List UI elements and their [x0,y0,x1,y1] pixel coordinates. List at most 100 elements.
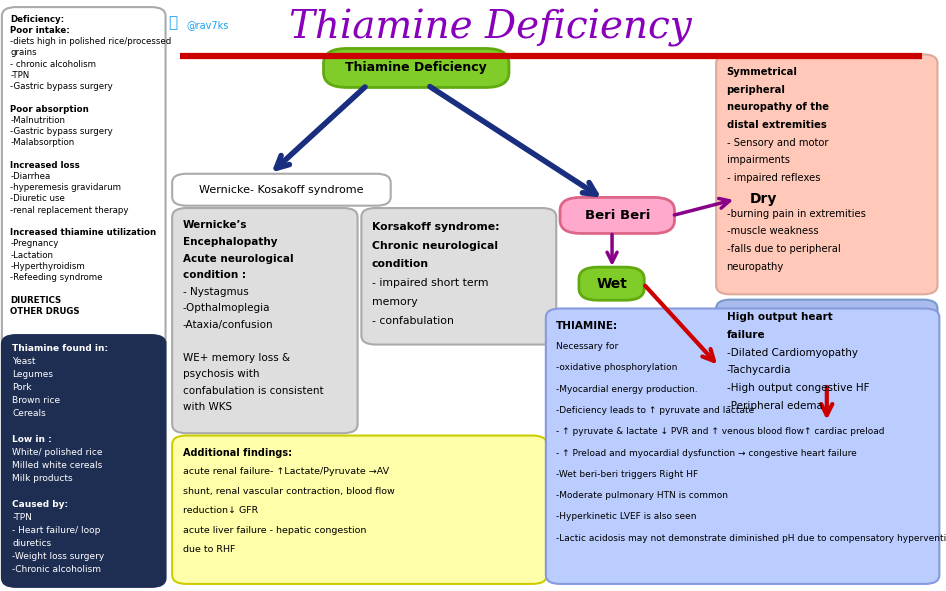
Text: -Ataxia/confusion: -Ataxia/confusion [183,320,273,330]
Text: -oxidative phosphorylation: -oxidative phosphorylation [556,363,677,372]
Text: Low in :: Low in : [12,435,52,444]
Text: acute liver failure - hepatic congestion: acute liver failure - hepatic congestion [183,526,366,535]
Text: White/ polished rice: White/ polished rice [12,448,103,457]
Text: -Lactation: -Lactation [10,251,53,259]
FancyBboxPatch shape [361,208,556,345]
Text: confabulation is consistent: confabulation is consistent [183,386,324,396]
Text: -diets high in polished rice/processed: -diets high in polished rice/processed [10,37,171,46]
Text: -Diarrhea: -Diarrhea [10,172,51,181]
Text: - impaired short term: - impaired short term [372,278,488,288]
Text: Thiamine Deficiency: Thiamine Deficiency [345,61,487,74]
Text: -Hyperthyroidism: -Hyperthyroidism [10,262,85,271]
FancyBboxPatch shape [172,436,547,584]
Text: -Tachycardia: -Tachycardia [727,365,791,375]
Text: -Wet beri-beri triggers Right HF: -Wet beri-beri triggers Right HF [556,470,698,479]
Text: Cereals: Cereals [12,409,46,418]
FancyBboxPatch shape [2,7,166,350]
Text: acute renal failure- ↑Lactate/Pyruvate →AV: acute renal failure- ↑Lactate/Pyruvate →… [183,467,389,476]
Text: -TPN: -TPN [12,513,32,522]
Text: @rav7ks: @rav7ks [186,20,229,30]
Text: -Hyperkinetic LVEF is also seen: -Hyperkinetic LVEF is also seen [556,512,697,521]
Text: Chronic neurological: Chronic neurological [372,241,498,251]
Text: memory: memory [372,297,417,307]
Text: Symmetrical: Symmetrical [727,67,797,77]
FancyBboxPatch shape [579,267,644,300]
Text: -Malnutrition: -Malnutrition [10,116,65,125]
Text: neuropathy: neuropathy [727,262,784,272]
Text: -Moderate pulmonary HTN is common: -Moderate pulmonary HTN is common [556,491,728,500]
Text: Thiamine Deficiency: Thiamine Deficiency [289,9,692,47]
Text: shunt, renal vascular contraction, blood flow: shunt, renal vascular contraction, blood… [183,487,394,496]
Text: Korsakoff syndrome:: Korsakoff syndrome: [372,222,499,232]
Text: neuropathy of the: neuropathy of the [727,102,829,112]
Text: DIURETICS: DIURETICS [10,296,61,304]
Text: -Chronic alcoholism: -Chronic alcoholism [12,565,101,574]
Text: -muscle weakness: -muscle weakness [727,226,818,236]
Text: psychosis with: psychosis with [183,369,259,379]
FancyBboxPatch shape [716,300,937,424]
Text: - impaired reflexes: - impaired reflexes [727,173,820,183]
Text: - ↑ Preload and myocardial dysfunction → congestive heart failure: - ↑ Preload and myocardial dysfunction →… [556,449,857,457]
Text: Milled white cereals: Milled white cereals [12,461,102,470]
Text: impairments: impairments [727,155,790,165]
Text: -Deficiency leads to ↑ pyruvate and lactate: -Deficiency leads to ↑ pyruvate and lact… [556,406,755,415]
Text: -hyperemesis gravidarum: -hyperemesis gravidarum [10,183,121,192]
FancyBboxPatch shape [2,335,166,587]
Text: 🐦: 🐦 [168,15,178,30]
Text: -renal replacement therapy: -renal replacement therapy [10,206,129,215]
Text: Acute neurological: Acute neurological [183,254,293,264]
Text: Yeast: Yeast [12,357,36,366]
Text: -Gastric bypass surgery: -Gastric bypass surgery [10,127,114,136]
Text: OTHER DRUGS: OTHER DRUGS [10,307,80,316]
Text: - confabulation: - confabulation [372,316,454,326]
Text: -Peripheral edema: -Peripheral edema [727,401,822,411]
Text: -Dilated Cardiomyopathy: -Dilated Cardiomyopathy [727,348,857,358]
Text: Pork: Pork [12,383,32,392]
Text: Milk products: Milk products [12,474,73,483]
Text: Caused by:: Caused by: [12,500,68,509]
Text: -Refeeding syndrome: -Refeeding syndrome [10,273,103,282]
Text: with WKS: with WKS [183,402,232,413]
Text: reduction↓ GFR: reduction↓ GFR [183,506,258,515]
Text: - Sensory and motor: - Sensory and motor [727,138,828,148]
Text: distal extremities: distal extremities [727,120,826,130]
Text: WE+ memory loss &: WE+ memory loss & [183,353,289,363]
Text: Beri Beri: Beri Beri [585,209,650,222]
Text: grains: grains [10,48,37,57]
Text: Necessary for: Necessary for [556,342,619,351]
Text: THIAMINE:: THIAMINE: [556,321,619,331]
Text: Poor absorption: Poor absorption [10,105,89,113]
Text: Legumes: Legumes [12,370,53,379]
Text: -Malabsorption: -Malabsorption [10,138,75,147]
Text: Wernicke- Kosakoff syndrome: Wernicke- Kosakoff syndrome [200,185,363,194]
Text: -High output congestive HF: -High output congestive HF [727,383,869,393]
Text: -Lactic acidosis may not demonstrate diminished pH due to compensatory hypervent: -Lactic acidosis may not demonstrate dim… [556,534,946,543]
Text: -Weight loss surgery: -Weight loss surgery [12,552,105,561]
FancyBboxPatch shape [324,48,509,87]
Text: Increased loss: Increased loss [10,161,80,170]
FancyBboxPatch shape [172,208,358,433]
FancyBboxPatch shape [172,174,391,206]
Text: -Gastric bypass surgery: -Gastric bypass surgery [10,82,114,91]
Text: failure: failure [727,330,765,340]
Text: Increased thiamine utilization: Increased thiamine utilization [10,228,156,237]
Text: due to RHF: due to RHF [183,545,235,554]
Text: peripheral: peripheral [727,85,785,95]
Text: -Myocardial energy production.: -Myocardial energy production. [556,385,698,394]
Text: condition :: condition : [183,270,246,280]
Text: Additional findings:: Additional findings: [183,448,291,458]
Text: Dry: Dry [750,192,777,206]
Text: diuretics: diuretics [12,539,51,548]
FancyBboxPatch shape [733,183,794,216]
Text: -Diuretic use: -Diuretic use [10,194,65,203]
Text: Wet: Wet [596,277,627,291]
Text: - ↑ pyruvate & lactate ↓ PVR and ↑ venous blood flow↑ cardiac preload: - ↑ pyruvate & lactate ↓ PVR and ↑ venou… [556,427,885,436]
Text: Brown rice: Brown rice [12,396,61,405]
Text: condition: condition [372,259,429,269]
Text: - Heart failure/ loop: - Heart failure/ loop [12,526,100,535]
Text: - Nystagmus: - Nystagmus [183,287,249,297]
Text: -burning pain in extremities: -burning pain in extremities [727,209,866,219]
Text: - chronic alcoholism: - chronic alcoholism [10,60,96,69]
Text: -Opthalmoplegia: -Opthalmoplegia [183,303,270,313]
Text: Encephalopathy: Encephalopathy [183,237,277,247]
